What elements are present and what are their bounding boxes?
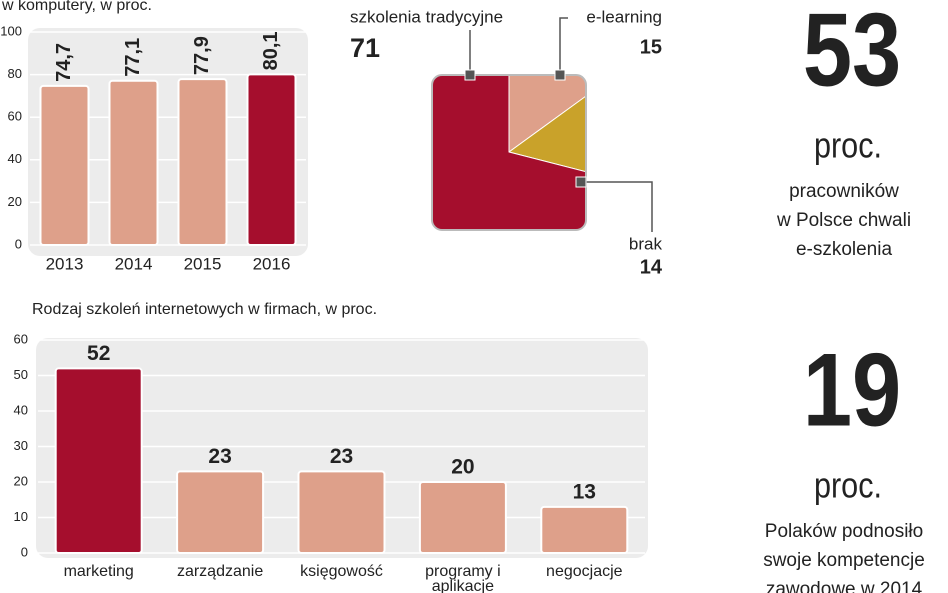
value-label: 23: [208, 445, 231, 468]
x-tick-label: marketing: [63, 564, 134, 580]
y-tick-label: 60: [14, 331, 28, 346]
chart-subtitle: w komputery, w proc.: [1, 0, 152, 14]
value-label: 13: [573, 480, 596, 503]
chart-title: Rodzaj szkoleń internetowych w firmach, …: [32, 301, 377, 318]
pie-value: 14: [640, 256, 663, 278]
y-tick-label: 0: [21, 544, 28, 559]
y-tick-label: 10: [14, 509, 28, 524]
x-tick-label: księgowość: [300, 564, 383, 580]
value-label: 80,1: [260, 31, 282, 70]
y-tick-label: 20: [14, 473, 28, 488]
bar: [39, 84, 90, 246]
pie-label: brak: [629, 234, 663, 253]
bar: [418, 481, 507, 554]
bar: [246, 73, 297, 247]
stat-text: Polaków podnosiło: [765, 521, 923, 542]
y-tick-label: 100: [0, 23, 22, 38]
bar: [108, 79, 159, 247]
value-label: 23: [330, 445, 353, 468]
bar: [540, 505, 629, 555]
y-tick-label: 0: [15, 236, 22, 251]
y-tick-label: 60: [8, 109, 22, 124]
plot-background: [28, 28, 308, 256]
y-tick-label: 20: [8, 194, 22, 209]
x-label-box: programy i aplikacje: [425, 564, 501, 593]
x-label-box: marketing: [63, 564, 134, 580]
pie: [432, 75, 586, 230]
y-tick-label: 80: [8, 66, 22, 81]
x-label-box: zarządzanie: [176, 564, 264, 580]
stat-text: swoje kompetencje: [763, 550, 925, 571]
bar: [54, 367, 143, 554]
x-tick-label: zarządzanie: [176, 564, 264, 580]
stat-unit: proc.: [814, 126, 882, 166]
pie-frame: [431, 74, 587, 231]
value-label: 74,7: [53, 43, 75, 82]
stat-value: 19: [803, 333, 901, 448]
x-tick-label: 2016: [253, 254, 291, 273]
value-label: 77,1: [122, 38, 144, 77]
value-label: 20: [451, 456, 474, 479]
y-tick-label: 50: [14, 367, 28, 382]
leader-dot: [554, 69, 566, 81]
stat-text: pracowników: [789, 181, 899, 202]
x-tick-label: negocjacje: [546, 564, 623, 580]
stat-unit: proc.: [814, 466, 882, 506]
bar: [297, 470, 386, 555]
pie-value: 15: [640, 36, 662, 58]
x-tick-label: 2013: [46, 254, 84, 273]
pie-label: e-learning: [586, 7, 662, 26]
pie-value: 71: [350, 33, 380, 63]
leader-line: [581, 181, 653, 232]
x-tick-label: 2015: [184, 254, 222, 273]
pie-slice: [507, 75, 586, 203]
stat-text: zawodowe w 2014: [766, 579, 923, 593]
x-tick-label: programy i aplikacje: [425, 564, 501, 593]
leader-dot: [464, 69, 476, 81]
leader-line: [559, 17, 568, 75]
pie-slice: [432, 75, 586, 230]
pie-slice: [508, 75, 586, 153]
x-label-box: księgowość: [300, 564, 383, 580]
value-label: 52: [87, 342, 110, 365]
value-label: 77,9: [191, 36, 213, 75]
bar: [176, 470, 265, 555]
leader-dot: [575, 176, 587, 188]
y-tick-label: 40: [14, 402, 28, 417]
stat-text: w Polsce chwali: [776, 210, 911, 231]
stat-text: e-szkolenia: [796, 239, 893, 260]
pie-label: szkolenia tradycyjne: [350, 7, 503, 26]
x-label-box: negocjacje: [546, 564, 623, 580]
x-tick-label: 2014: [115, 254, 153, 273]
stat-value: 53: [803, 0, 901, 108]
y-tick-label: 40: [8, 151, 22, 166]
y-tick-label: 30: [14, 438, 28, 453]
bar: [177, 78, 228, 246]
